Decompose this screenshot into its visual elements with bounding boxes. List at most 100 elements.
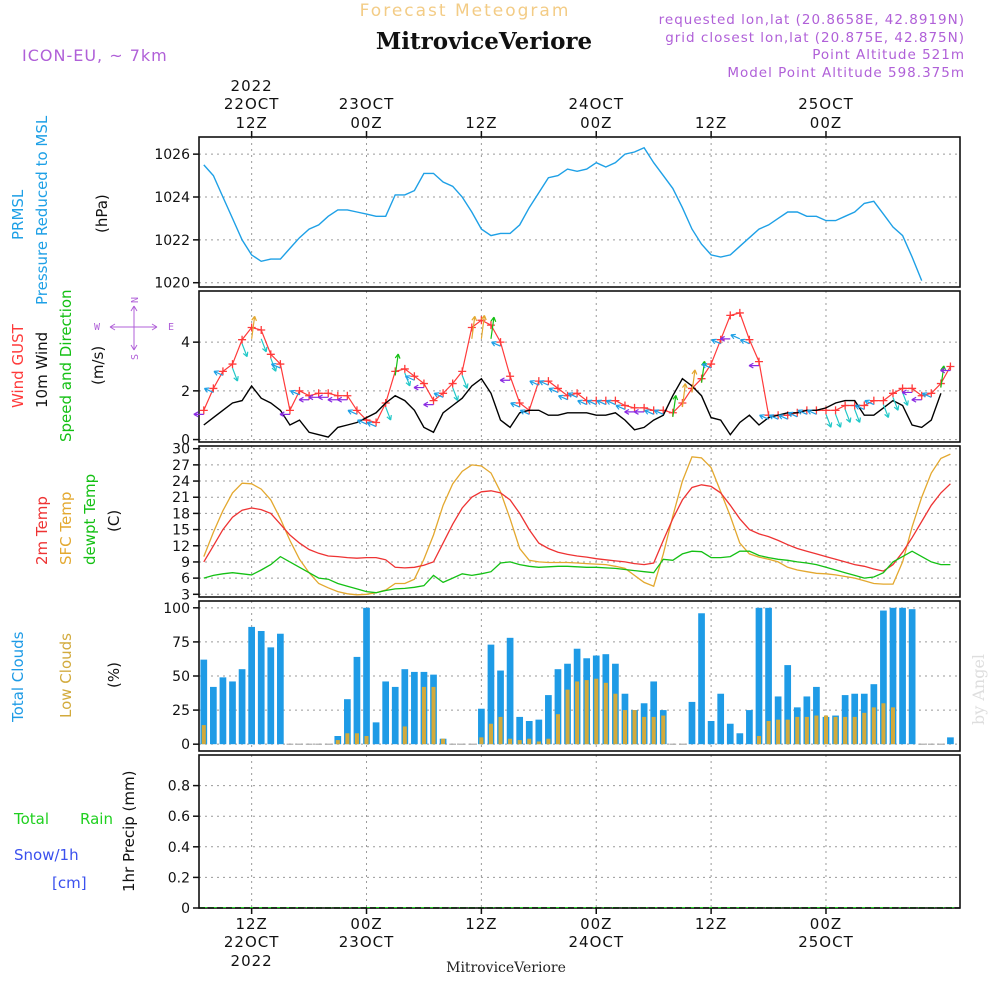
low-cloud-bar	[555, 714, 560, 745]
low-clouds-label: Low Clouds	[57, 633, 75, 718]
wind-arrow	[327, 396, 338, 403]
y-tick-label: 1024	[154, 190, 190, 206]
low-cloud-bar	[517, 740, 522, 745]
wind-labels: Wind GUST 10m Wind Speed and Direction (…	[9, 289, 174, 442]
gust-marker	[467, 323, 476, 332]
pressure-labels: PRMSL Pressure Reduced to MSL (hPa)	[9, 115, 111, 305]
wind-arrow	[317, 394, 329, 401]
rain-bar	[535, 907, 543, 908]
gust-marker	[276, 360, 285, 369]
gust-marker	[908, 384, 917, 393]
low-cloud-bar	[622, 710, 627, 745]
rain-bar	[229, 907, 236, 908]
gust-marker	[199, 406, 208, 415]
gust-marker	[333, 391, 342, 400]
wind-arrow	[394, 353, 401, 376]
low-cloud-bar	[632, 710, 637, 745]
wind-arrow	[519, 409, 530, 415]
total-label: Total	[13, 810, 49, 828]
wind-arrow	[691, 369, 698, 393]
wind-arrow	[461, 375, 469, 389]
y-tick-label: 100	[163, 601, 190, 617]
total-cloud-bar	[506, 637, 514, 745]
wind-arrow	[759, 414, 769, 420]
wind-arrow	[213, 370, 224, 376]
gust-marker	[735, 308, 744, 317]
y-tick-label: 0.2	[168, 870, 190, 886]
y-tick-label: 0	[181, 737, 190, 753]
gust-marker	[352, 406, 361, 415]
wind-arrow	[499, 377, 511, 384]
sfc-temp-label: SFC Temp	[57, 492, 75, 565]
total-cloud-bar	[908, 609, 916, 745]
y-tick-label: 4	[181, 335, 190, 351]
rain-bar	[257, 907, 265, 908]
x-tick-day-label: 22OCT	[224, 95, 280, 113]
gust-marker	[506, 372, 515, 381]
station-title: MitroviceVeriore	[376, 28, 592, 55]
low-cloud-bar	[785, 719, 790, 745]
total-cloud-bar	[545, 695, 552, 745]
x-tick-year-label: 2022	[231, 952, 273, 970]
gust-marker	[439, 389, 448, 398]
gust-marker	[314, 389, 323, 398]
wind-unit-label: (m/s)	[89, 346, 107, 385]
temp-unit-label: (C)	[105, 510, 123, 532]
point-altitude: Point Altitude 521m	[812, 47, 965, 63]
wind-arrow	[577, 399, 587, 406]
temp2m-label: 2m Temp	[33, 496, 51, 565]
pressure-desc-label: Pressure Reduced to MSL	[33, 115, 51, 305]
rain-bar	[554, 907, 562, 908]
wind-arrow	[624, 408, 635, 415]
gust-marker	[860, 401, 869, 410]
total-cloud-bar	[229, 681, 236, 745]
compass-n: N	[130, 297, 141, 303]
low-cloud-bar	[479, 737, 484, 745]
y-tick-label: 25	[172, 703, 190, 719]
rain-bar	[688, 907, 696, 908]
panel-frame	[198, 445, 961, 598]
wind-arrow	[672, 395, 679, 417]
total-cloud-bar	[248, 626, 255, 745]
y-tick-label: 75	[172, 635, 190, 651]
wind-arrow	[701, 363, 712, 369]
wind-arrow	[854, 404, 865, 411]
x-tick-hour-label: 00Z	[810, 915, 842, 933]
gust-marker	[238, 335, 247, 344]
gust-marker	[841, 401, 850, 410]
wind-arrow	[901, 389, 913, 396]
gust-marker	[544, 377, 553, 386]
low-cloud-bar	[642, 716, 647, 745]
wind-arrow	[864, 399, 875, 406]
gust-marker	[927, 389, 936, 398]
wind-arrow	[844, 409, 852, 423]
wind-speed-dir-label: Speed and Direction	[57, 289, 75, 442]
wind-arrow	[433, 392, 444, 398]
total-cloud-bar	[688, 701, 696, 745]
model-altitude: Model Point Altitude 598.375m	[727, 65, 965, 81]
gust-marker	[620, 401, 629, 410]
total-cloud-bar	[372, 722, 380, 745]
total-cloud-bar	[726, 723, 734, 745]
gust-marker	[869, 396, 878, 405]
wind-arrow	[471, 315, 478, 339]
low-cloud-bar	[871, 707, 876, 745]
low-cloud-bar	[766, 721, 771, 745]
wind-arrow	[605, 399, 616, 406]
wind10m-label: 10m Wind	[33, 332, 51, 408]
rain-bar	[707, 907, 715, 908]
gust-marker	[324, 389, 333, 398]
y-tick-label: 0.4	[168, 840, 190, 856]
clouds-unit-label: (%)	[105, 662, 123, 688]
x-tick-hour-label: 00Z	[580, 114, 612, 132]
low-cloud-bar	[201, 725, 206, 745]
gust-marker	[630, 403, 639, 412]
rain-bar	[267, 907, 275, 908]
sfc-temp-line	[203, 453, 951, 596]
wind-arrow	[911, 396, 922, 403]
rain-bar	[391, 907, 399, 908]
low-cloud-bar	[651, 716, 656, 745]
total-cloud-bar	[497, 670, 504, 745]
x-tick-day-label: 24OCT	[568, 95, 624, 113]
total-cloud-bar	[478, 708, 485, 745]
